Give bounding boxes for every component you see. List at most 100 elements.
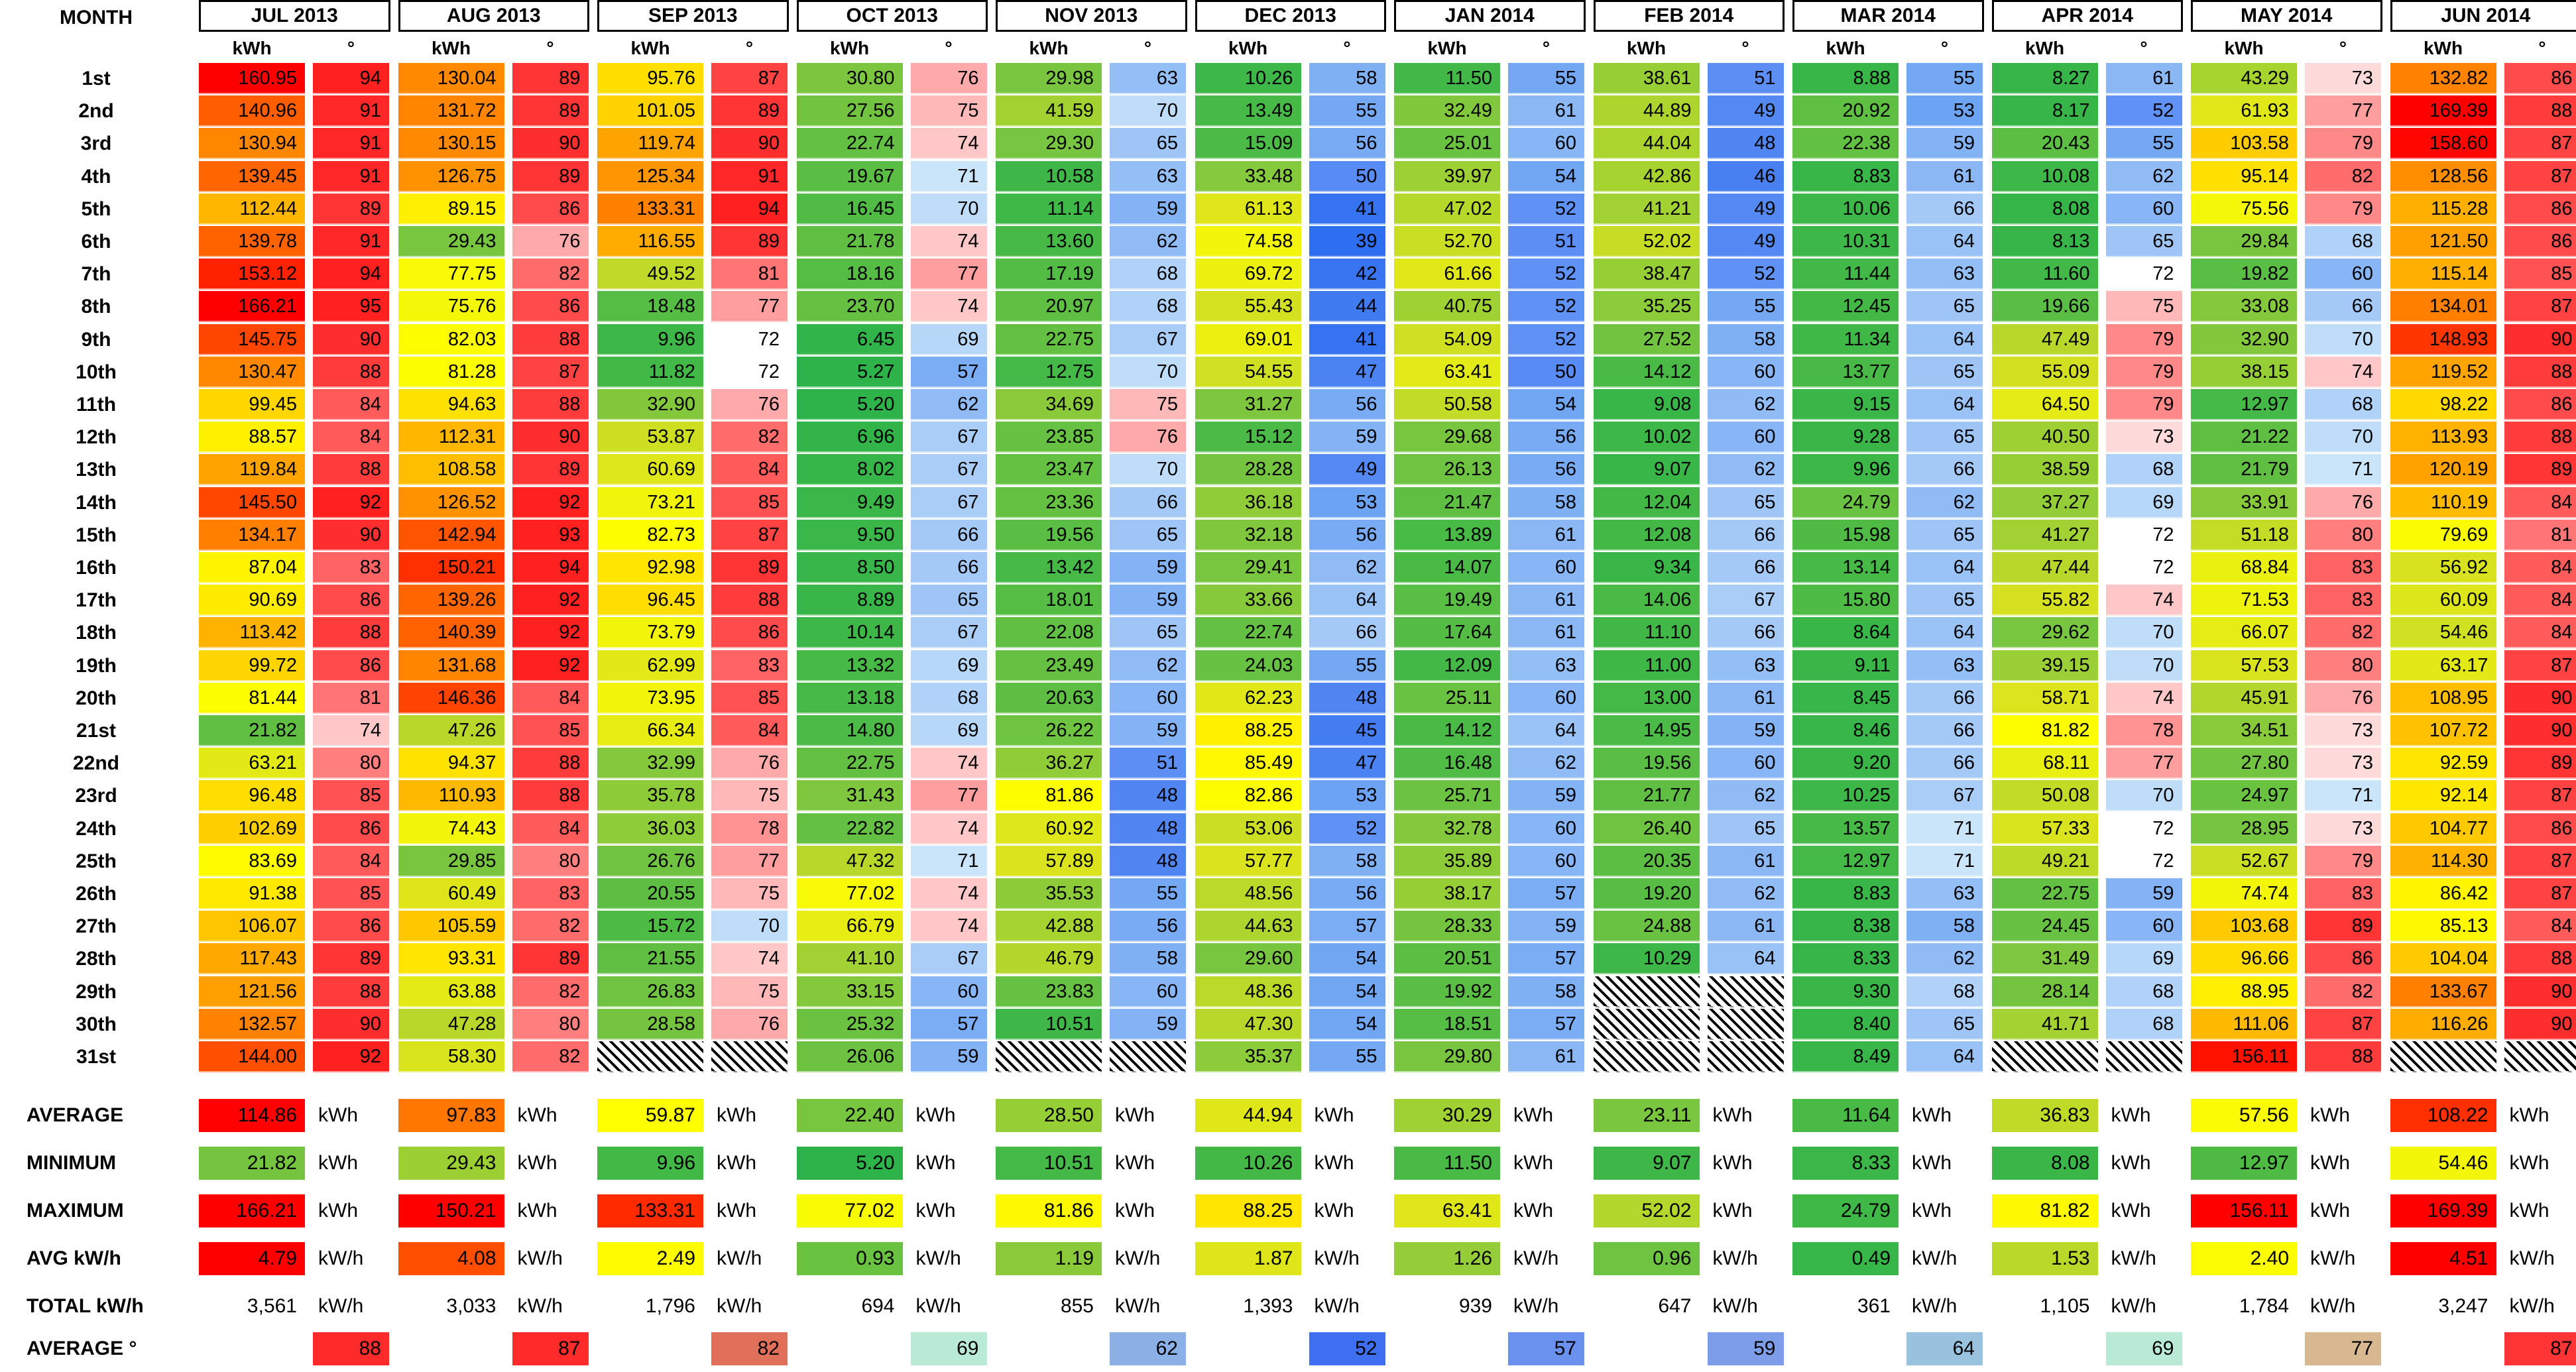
- kwh-cell: 58.71: [1991, 682, 2098, 714]
- kwh-cell: 68.84: [2191, 552, 2297, 583]
- kwh-cell: 14.95: [1593, 715, 1700, 746]
- day-label: 20th: [76, 687, 117, 709]
- kwh-cell: 6.96: [796, 422, 903, 453]
- kwh-cell: 12.45: [1792, 291, 1899, 323]
- degree-cell: 65: [1110, 519, 1186, 551]
- kwh-cell: 19.67: [796, 160, 903, 192]
- kwh-cell: 47.30: [1195, 1008, 1301, 1040]
- kwh-cell: 12.09: [1394, 650, 1500, 681]
- degree-cell: 87: [512, 356, 589, 388]
- degree-cell: 60: [2305, 258, 2381, 290]
- degree-cell: 83: [2305, 552, 2381, 583]
- degree-cell: 84: [313, 845, 389, 877]
- summary-average-value: 57.56: [2191, 1099, 2297, 1132]
- degree-cell: 88: [313, 976, 389, 1007]
- kwh-cell: 24.79: [1792, 486, 1899, 518]
- kwh-cell: 115.28: [2390, 193, 2496, 225]
- day-label: 16th: [76, 557, 117, 579]
- kwh-cell: 77.02: [796, 878, 903, 909]
- degree-cell: 74: [910, 813, 987, 844]
- degree-cell: 78: [2105, 715, 2182, 746]
- kwh-cell: 140.39: [398, 617, 504, 649]
- kwh-cell: 13.32: [796, 650, 903, 681]
- kwh-cell: 119.84: [199, 454, 305, 486]
- kwh-cell: 15.72: [597, 911, 703, 943]
- kwh-cell: 110.93: [398, 780, 504, 812]
- kwh-cell: 15.80: [1792, 585, 1899, 616]
- degree-cell: 75: [711, 878, 788, 909]
- summary-avg-degree-value: 69: [2105, 1332, 2182, 1365]
- kwh-cell: 9.30: [1792, 976, 1899, 1007]
- degree-cell: 59: [2105, 878, 2182, 909]
- degree-cell: 86: [313, 585, 389, 616]
- degree-cell: 53: [1309, 486, 1385, 518]
- kwh-cell: 9.96: [597, 323, 703, 355]
- degree-cell: 89: [512, 454, 589, 486]
- summary-unit-label: kW/h: [1314, 1295, 1360, 1317]
- kwh-cell: 121.50: [2390, 226, 2496, 257]
- month-header-11: JUN 2014: [2390, 0, 2576, 32]
- degree-cell: 81: [711, 258, 788, 290]
- degree-cell: 67: [910, 943, 987, 975]
- degree-cell: 77: [2105, 748, 2182, 779]
- kwh-cell: 116.55: [597, 226, 703, 257]
- summary-maximum-value: 166.21: [199, 1194, 305, 1228]
- summary-total-value: 647: [1658, 1295, 1692, 1317]
- degree-cell: 88: [512, 780, 589, 812]
- summary-total-value: 694: [861, 1295, 895, 1317]
- kwh-cell: 19.49: [1394, 585, 1500, 616]
- degree-cell: 46: [1707, 160, 1784, 192]
- summary-average-value: 114.86: [199, 1099, 305, 1132]
- degree-cell: 69: [2105, 943, 2182, 975]
- day-label: 7th: [81, 263, 111, 286]
- degree-cell: 65: [1707, 486, 1784, 518]
- degree-cell: 52: [1508, 291, 1584, 323]
- summary-unit-label: kWh: [915, 1200, 956, 1222]
- degree-cell: 71: [2305, 780, 2381, 812]
- degree-cell: 58: [1110, 943, 1186, 975]
- kwh-cell: 9.08: [1593, 389, 1700, 420]
- summary-unit-label: kW/h: [717, 1247, 762, 1269]
- degree-cell: 69: [910, 323, 987, 355]
- degree-cell: 58: [1508, 486, 1584, 518]
- degree-cell: 64: [1906, 226, 1983, 257]
- kwh-cell: 10.08: [1991, 160, 2098, 192]
- degree-cell: 64: [1906, 389, 1983, 420]
- degree-cell: 65: [1707, 813, 1784, 844]
- degree-cell: 82: [2305, 976, 2381, 1007]
- summary-unit-label: kW/h: [915, 1247, 961, 1269]
- summary-unit-label: kWh: [915, 1104, 956, 1126]
- kwh-cell: 94.63: [398, 389, 504, 420]
- summary-minimum-value: 12.97: [2191, 1147, 2297, 1180]
- degree-cell: 86: [313, 813, 389, 844]
- degree-cell: 55: [1707, 291, 1784, 323]
- degree-cell: 66: [1906, 193, 1983, 225]
- kwh-cell: 13.77: [1792, 356, 1899, 388]
- kwh-cell: 60.49: [398, 878, 504, 909]
- kwh-column-header: kWh: [829, 38, 870, 58]
- summary-unit-label: kW/h: [1513, 1295, 1559, 1317]
- month-header-0: JUL 2013: [199, 0, 390, 32]
- kwh-cell: 132.57: [199, 1008, 305, 1040]
- kwh-cell: 10.06: [1792, 193, 1899, 225]
- summary-unit-label: kW/h: [717, 1295, 762, 1317]
- day-label: 2nd: [78, 100, 114, 123]
- degree-cell: 73: [2105, 422, 2182, 453]
- kwh-cell: 9.96: [1792, 454, 1899, 486]
- kwh-cell: 95.76: [597, 63, 703, 94]
- kwh-cell: 42.86: [1593, 160, 1700, 192]
- kwh-cell: 55.82: [1991, 585, 2098, 616]
- summary-avg-degree-value: 59: [1707, 1332, 1784, 1365]
- summary-unit-label: kWh: [717, 1200, 756, 1222]
- degree-cell: 95: [313, 291, 389, 323]
- kwh-cell: 119.52: [2390, 356, 2496, 388]
- summary-unit-label: kWh: [1115, 1200, 1155, 1222]
- kwh-cell: 57.53: [2191, 650, 2297, 681]
- degree-cell: 65: [910, 585, 987, 616]
- kwh-cell: 37.27: [1991, 486, 2098, 518]
- kwh-cell: 96.45: [597, 585, 703, 616]
- kwh-cell: 114.30: [2390, 845, 2496, 877]
- summary-avg-deg-label: AVERAGE °: [27, 1338, 137, 1359]
- kwh-cell: 94.37: [398, 748, 504, 779]
- kwh-cell: 35.78: [597, 780, 703, 812]
